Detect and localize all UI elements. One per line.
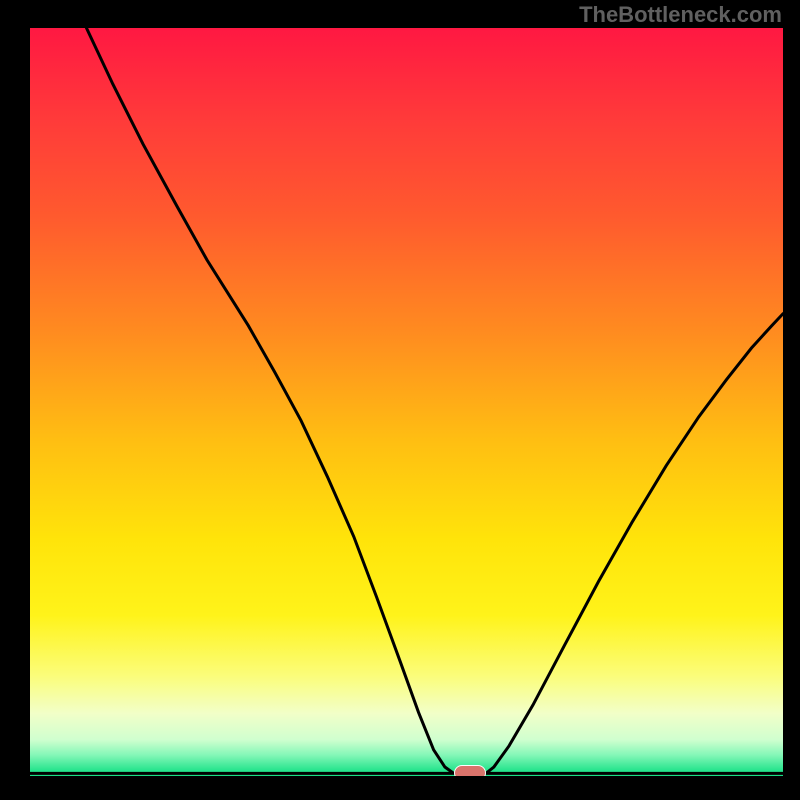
curve-left [86,28,453,773]
curve-layer [30,28,783,776]
chart-container [0,0,800,800]
optimum-marker [454,765,486,776]
plot-area [30,28,783,776]
watermark-text: TheBottleneck.com [579,2,782,28]
curve-right [486,314,783,773]
